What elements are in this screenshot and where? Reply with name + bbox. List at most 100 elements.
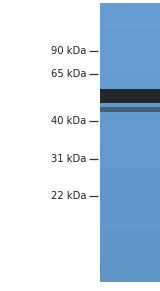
Bar — [100, 270, 160, 271]
Bar — [100, 190, 160, 191]
Bar — [100, 210, 160, 212]
Bar — [100, 136, 160, 137]
Bar — [100, 220, 160, 221]
Bar — [100, 175, 160, 176]
Bar — [100, 244, 160, 245]
Bar — [100, 257, 160, 258]
Bar — [100, 196, 160, 198]
Bar — [100, 162, 160, 163]
Bar — [100, 99, 160, 100]
Bar — [100, 80, 160, 81]
Bar — [100, 141, 160, 143]
Bar — [100, 32, 160, 34]
Bar — [100, 74, 160, 76]
Bar — [100, 14, 160, 15]
Bar — [100, 188, 160, 189]
Bar — [100, 262, 160, 263]
Bar — [100, 235, 160, 237]
Bar — [100, 160, 160, 161]
Bar — [100, 200, 160, 201]
Bar — [100, 147, 160, 148]
Bar — [100, 28, 160, 29]
Bar — [100, 137, 160, 138]
Bar — [100, 127, 160, 129]
Bar — [100, 50, 160, 51]
Bar — [100, 239, 160, 240]
Bar — [100, 33, 160, 35]
Bar — [100, 231, 160, 232]
Bar — [100, 111, 160, 112]
Bar — [100, 155, 160, 157]
Text: 40 kDa: 40 kDa — [51, 116, 86, 126]
Bar — [100, 192, 160, 193]
Bar — [100, 107, 160, 108]
Bar — [100, 104, 160, 105]
Bar — [100, 194, 160, 195]
Bar — [100, 176, 160, 177]
Bar — [100, 187, 160, 188]
Bar — [100, 245, 160, 246]
Bar — [100, 216, 160, 217]
Bar — [100, 40, 160, 41]
Bar — [100, 72, 160, 73]
Bar — [100, 11, 160, 12]
Bar — [100, 141, 160, 142]
Bar — [100, 16, 160, 17]
Bar — [100, 56, 160, 57]
Bar — [100, 171, 160, 172]
Bar — [100, 70, 160, 71]
Bar — [100, 237, 160, 239]
Bar — [100, 6, 160, 8]
Bar — [100, 12, 160, 13]
Bar — [100, 191, 160, 192]
Bar — [100, 45, 160, 46]
Bar — [100, 119, 160, 120]
Bar — [100, 155, 160, 156]
Bar — [100, 202, 160, 203]
Bar — [100, 110, 160, 111]
Bar — [100, 203, 160, 204]
Bar — [100, 53, 160, 54]
Bar — [100, 86, 160, 88]
Bar — [100, 84, 160, 85]
Bar — [100, 273, 160, 274]
Bar — [100, 243, 160, 244]
Bar — [100, 105, 160, 106]
Bar — [100, 39, 160, 40]
Bar — [100, 226, 160, 227]
Bar — [100, 152, 160, 153]
Bar — [100, 209, 160, 211]
Bar — [100, 130, 160, 132]
Bar — [100, 182, 160, 184]
Bar — [100, 91, 160, 92]
Bar — [100, 278, 160, 279]
Bar — [100, 180, 160, 181]
Bar — [100, 117, 160, 118]
Bar — [100, 179, 160, 180]
Bar — [100, 157, 160, 158]
Bar — [100, 201, 160, 202]
Text: 65 kDa: 65 kDa — [51, 69, 86, 79]
Bar — [100, 21, 160, 22]
Bar — [100, 274, 160, 276]
Bar — [100, 269, 160, 270]
Bar — [100, 193, 160, 194]
Bar — [100, 41, 160, 42]
Bar — [100, 219, 160, 220]
Bar — [100, 165, 160, 166]
Bar — [100, 42, 160, 43]
Bar — [100, 108, 160, 109]
Bar — [100, 113, 160, 114]
Bar — [100, 163, 160, 164]
Bar — [100, 211, 160, 212]
Bar — [100, 280, 160, 281]
Bar — [100, 127, 160, 128]
Bar — [100, 45, 160, 47]
Bar — [100, 277, 160, 278]
Bar — [100, 115, 160, 116]
Bar — [100, 150, 160, 151]
Bar — [100, 181, 160, 183]
Bar — [100, 25, 160, 26]
Bar — [100, 173, 160, 174]
Bar — [100, 205, 160, 206]
